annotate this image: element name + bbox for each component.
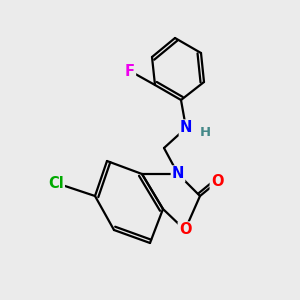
Text: O: O [211,175,223,190]
Text: F: F [125,64,135,79]
Text: O: O [179,223,191,238]
Text: N: N [180,121,192,136]
Text: N: N [172,167,184,182]
Text: Cl: Cl [48,176,64,190]
Text: H: H [200,127,211,140]
